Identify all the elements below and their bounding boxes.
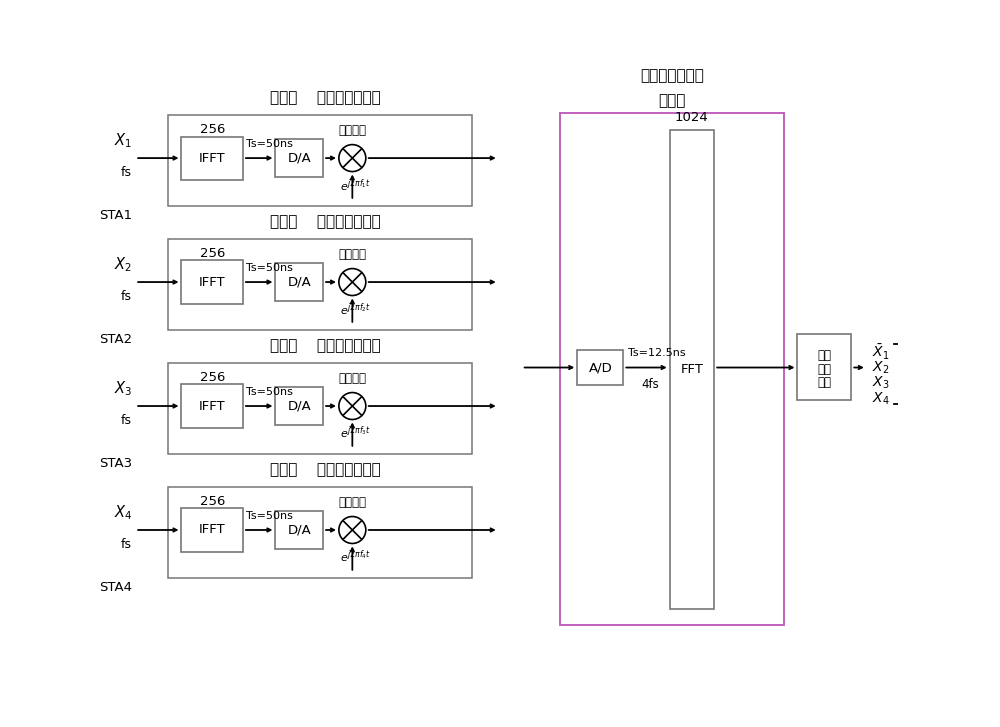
Text: 频谱搬移: 频谱搬移 — [338, 371, 366, 385]
Bar — [670, 130, 714, 608]
Text: $e^{j2\pi f_3 t}$: $e^{j2\pi f_3 t}$ — [340, 425, 371, 441]
Text: $e^{j2\pi f_1 t}$: $e^{j2\pi f_1 t}$ — [340, 177, 371, 193]
Text: 频谱搬移: 频谱搬移 — [338, 248, 366, 261]
Bar — [168, 487, 472, 578]
Text: 发射端    基带的部分模块: 发射端 基带的部分模块 — [270, 462, 381, 477]
Text: fs: fs — [121, 414, 132, 427]
Text: IFFT: IFFT — [199, 523, 226, 537]
Text: 4fs: 4fs — [642, 377, 660, 390]
Bar — [275, 139, 323, 177]
Text: FFT: FFT — [680, 363, 703, 376]
Text: D/A: D/A — [287, 276, 311, 289]
Text: 256: 256 — [200, 371, 225, 384]
Text: $\bar{X}_1$: $\bar{X}_1$ — [872, 342, 890, 362]
Text: 分离: 分离 — [817, 376, 831, 389]
Text: fs: fs — [121, 166, 132, 179]
Text: 基带的部分模块: 基带的部分模块 — [640, 68, 704, 84]
Text: $X_3$: $X_3$ — [872, 374, 890, 391]
Text: STA3: STA3 — [99, 457, 132, 470]
Text: $e^{j2\pi f_2 t}$: $e^{j2\pi f_2 t}$ — [340, 301, 371, 318]
Text: fs: fs — [121, 538, 132, 550]
Text: $X_2$: $X_2$ — [114, 256, 132, 274]
Text: D/A: D/A — [287, 523, 311, 537]
Text: $X_4$: $X_4$ — [872, 390, 890, 406]
Text: $X_2$: $X_2$ — [872, 359, 889, 376]
Text: D/A: D/A — [287, 152, 311, 164]
Text: Ts=50ns: Ts=50ns — [246, 511, 293, 521]
Text: Ts=12.5ns: Ts=12.5ns — [628, 348, 686, 358]
Text: 频域: 频域 — [817, 350, 831, 363]
Text: 发射端    基带的部分模块: 发射端 基带的部分模块 — [270, 214, 381, 229]
Text: 频谱搬移: 频谱搬移 — [338, 124, 366, 137]
Bar — [168, 363, 472, 454]
Text: 256: 256 — [200, 246, 225, 260]
Text: Ts=50ns: Ts=50ns — [246, 387, 293, 397]
Bar — [275, 387, 323, 425]
Text: 256: 256 — [200, 123, 225, 136]
Text: 1024: 1024 — [675, 111, 709, 124]
Bar — [275, 511, 323, 549]
Bar — [181, 508, 243, 552]
Bar — [797, 334, 851, 400]
Bar — [181, 260, 243, 304]
Bar — [181, 137, 243, 180]
Text: $X_1$: $X_1$ — [114, 132, 132, 150]
Text: $X_3$: $X_3$ — [114, 379, 132, 398]
Bar — [560, 113, 784, 625]
Bar — [181, 385, 243, 427]
Text: IFFT: IFFT — [199, 152, 226, 164]
Text: 信号: 信号 — [817, 363, 831, 376]
Text: STA1: STA1 — [99, 209, 132, 222]
Bar — [168, 239, 472, 330]
Text: $X_4$: $X_4$ — [114, 504, 132, 522]
Bar — [168, 115, 472, 206]
Bar — [577, 350, 623, 385]
Text: 频谱搬移: 频谱搬移 — [338, 496, 366, 509]
Bar — [275, 262, 323, 301]
Text: fs: fs — [121, 290, 132, 302]
Text: Ts=50ns: Ts=50ns — [246, 262, 293, 273]
Text: $e^{j2\pi f_4 t}$: $e^{j2\pi f_4 t}$ — [340, 549, 371, 566]
Text: D/A: D/A — [287, 400, 311, 412]
Text: IFFT: IFFT — [199, 276, 226, 289]
Text: 发射端    基带的部分模块: 发射端 基带的部分模块 — [270, 338, 381, 353]
Text: 发射端    基带的部分模块: 发射端 基带的部分模块 — [270, 90, 381, 105]
Text: 256: 256 — [200, 494, 225, 507]
Text: STA4: STA4 — [99, 581, 132, 594]
Text: STA2: STA2 — [99, 333, 132, 346]
Text: Ts=50ns: Ts=50ns — [246, 139, 293, 149]
Text: IFFT: IFFT — [199, 400, 226, 412]
Text: 接收端: 接收端 — [658, 93, 686, 108]
Text: A/D: A/D — [588, 361, 612, 374]
